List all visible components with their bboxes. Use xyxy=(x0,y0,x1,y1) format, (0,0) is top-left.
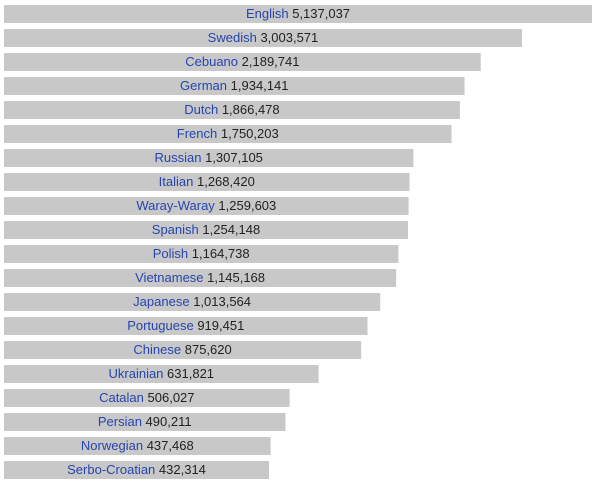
bar-label: French 1,750,203 xyxy=(177,126,279,141)
language-link[interactable]: Waray-Waray xyxy=(136,198,215,213)
bar-label: German 1,934,141 xyxy=(180,78,288,93)
value-label: 1,866,478 xyxy=(222,102,280,117)
value-label: 437,468 xyxy=(147,438,194,453)
bar-label: Cebuano 2,189,741 xyxy=(185,54,299,69)
bar xyxy=(4,365,319,383)
value-label: 1,164,738 xyxy=(192,246,250,261)
bar xyxy=(4,461,270,479)
value-label: 1,934,141 xyxy=(231,78,289,93)
value-label: 506,027 xyxy=(148,390,195,405)
bar xyxy=(4,221,409,239)
value-label: 631,821 xyxy=(167,366,214,381)
language-link[interactable]: Spanish xyxy=(152,222,199,237)
language-link[interactable]: Italian xyxy=(159,174,194,189)
bar xyxy=(4,5,592,23)
language-link[interactable]: Swedish xyxy=(208,30,257,45)
bar xyxy=(4,269,397,287)
bar xyxy=(4,245,399,263)
language-link[interactable]: Cebuano xyxy=(185,54,238,69)
bar-label: Waray-Waray 1,259,603 xyxy=(136,198,276,213)
bar xyxy=(4,149,414,167)
bar-label: Serbo-Croatian 432,314 xyxy=(67,462,206,477)
value-label: 875,620 xyxy=(185,342,232,357)
value-label: 1,307,105 xyxy=(205,150,263,165)
bar-label: Norwegian 437,468 xyxy=(81,438,194,453)
language-link[interactable]: Chinese xyxy=(133,342,181,357)
language-link[interactable]: Russian xyxy=(154,150,201,165)
bar-label: Ukrainian 631,821 xyxy=(109,366,215,381)
value-label: 1,013,564 xyxy=(193,294,251,309)
language-link[interactable]: French xyxy=(177,126,217,141)
value-label: 432,314 xyxy=(159,462,206,477)
language-link[interactable]: Catalan xyxy=(99,390,144,405)
bar xyxy=(4,197,409,215)
value-label: 1,254,148 xyxy=(202,222,260,237)
language-link[interactable]: Japanese xyxy=(133,294,189,309)
bar xyxy=(4,125,452,143)
language-link[interactable]: English xyxy=(246,6,289,21)
value-label: 2,189,741 xyxy=(242,54,300,69)
bar xyxy=(4,437,271,455)
bar-label: Dutch 1,866,478 xyxy=(184,102,279,117)
bar xyxy=(4,101,460,119)
value-label: 1,145,168 xyxy=(207,270,265,285)
bar xyxy=(4,173,410,191)
bar-label: Swedish 3,003,571 xyxy=(208,30,319,45)
language-link[interactable]: German xyxy=(180,78,227,93)
language-link[interactable]: Serbo-Croatian xyxy=(67,462,155,477)
language-link[interactable]: Dutch xyxy=(184,102,218,117)
bar-label: Chinese 875,620 xyxy=(133,342,231,357)
bar-label: Catalan 506,027 xyxy=(99,390,194,405)
bar-label: English 5,137,037 xyxy=(246,6,350,21)
value-label: 1,259,603 xyxy=(218,198,276,213)
value-label: 5,137,037 xyxy=(292,6,350,21)
value-label: 1,268,420 xyxy=(197,174,255,189)
language-link[interactable]: Norwegian xyxy=(81,438,143,453)
bar xyxy=(4,29,522,47)
value-label: 490,211 xyxy=(146,414,192,429)
language-link[interactable]: Persian xyxy=(98,414,142,429)
bar-label: Russian 1,307,105 xyxy=(154,150,262,165)
value-label: 919,451 xyxy=(197,318,244,333)
language-link[interactable]: Polish xyxy=(153,246,188,261)
bar xyxy=(4,77,465,95)
bar-label: Portuguese 919,451 xyxy=(127,318,244,333)
bar xyxy=(4,389,290,407)
bar-label: Persian 490,211 xyxy=(98,414,192,429)
bar xyxy=(4,341,362,359)
value-label: 3,003,571 xyxy=(260,30,318,45)
bar-label: Italian 1,268,420 xyxy=(159,174,255,189)
value-label: 1,750,203 xyxy=(221,126,279,141)
bar xyxy=(4,413,286,431)
language-link[interactable]: Portuguese xyxy=(127,318,194,333)
bar xyxy=(4,317,368,335)
bar-label: Spanish 1,254,148 xyxy=(152,222,260,237)
language-link[interactable]: Ukrainian xyxy=(109,366,164,381)
bar xyxy=(4,53,481,71)
bar-label: Japanese 1,013,564 xyxy=(133,294,251,309)
language-link[interactable]: Vietnamese xyxy=(135,270,203,285)
bar-label: Polish 1,164,738 xyxy=(153,246,250,261)
bar-label: Vietnamese 1,145,168 xyxy=(135,270,265,285)
bar xyxy=(4,293,381,311)
